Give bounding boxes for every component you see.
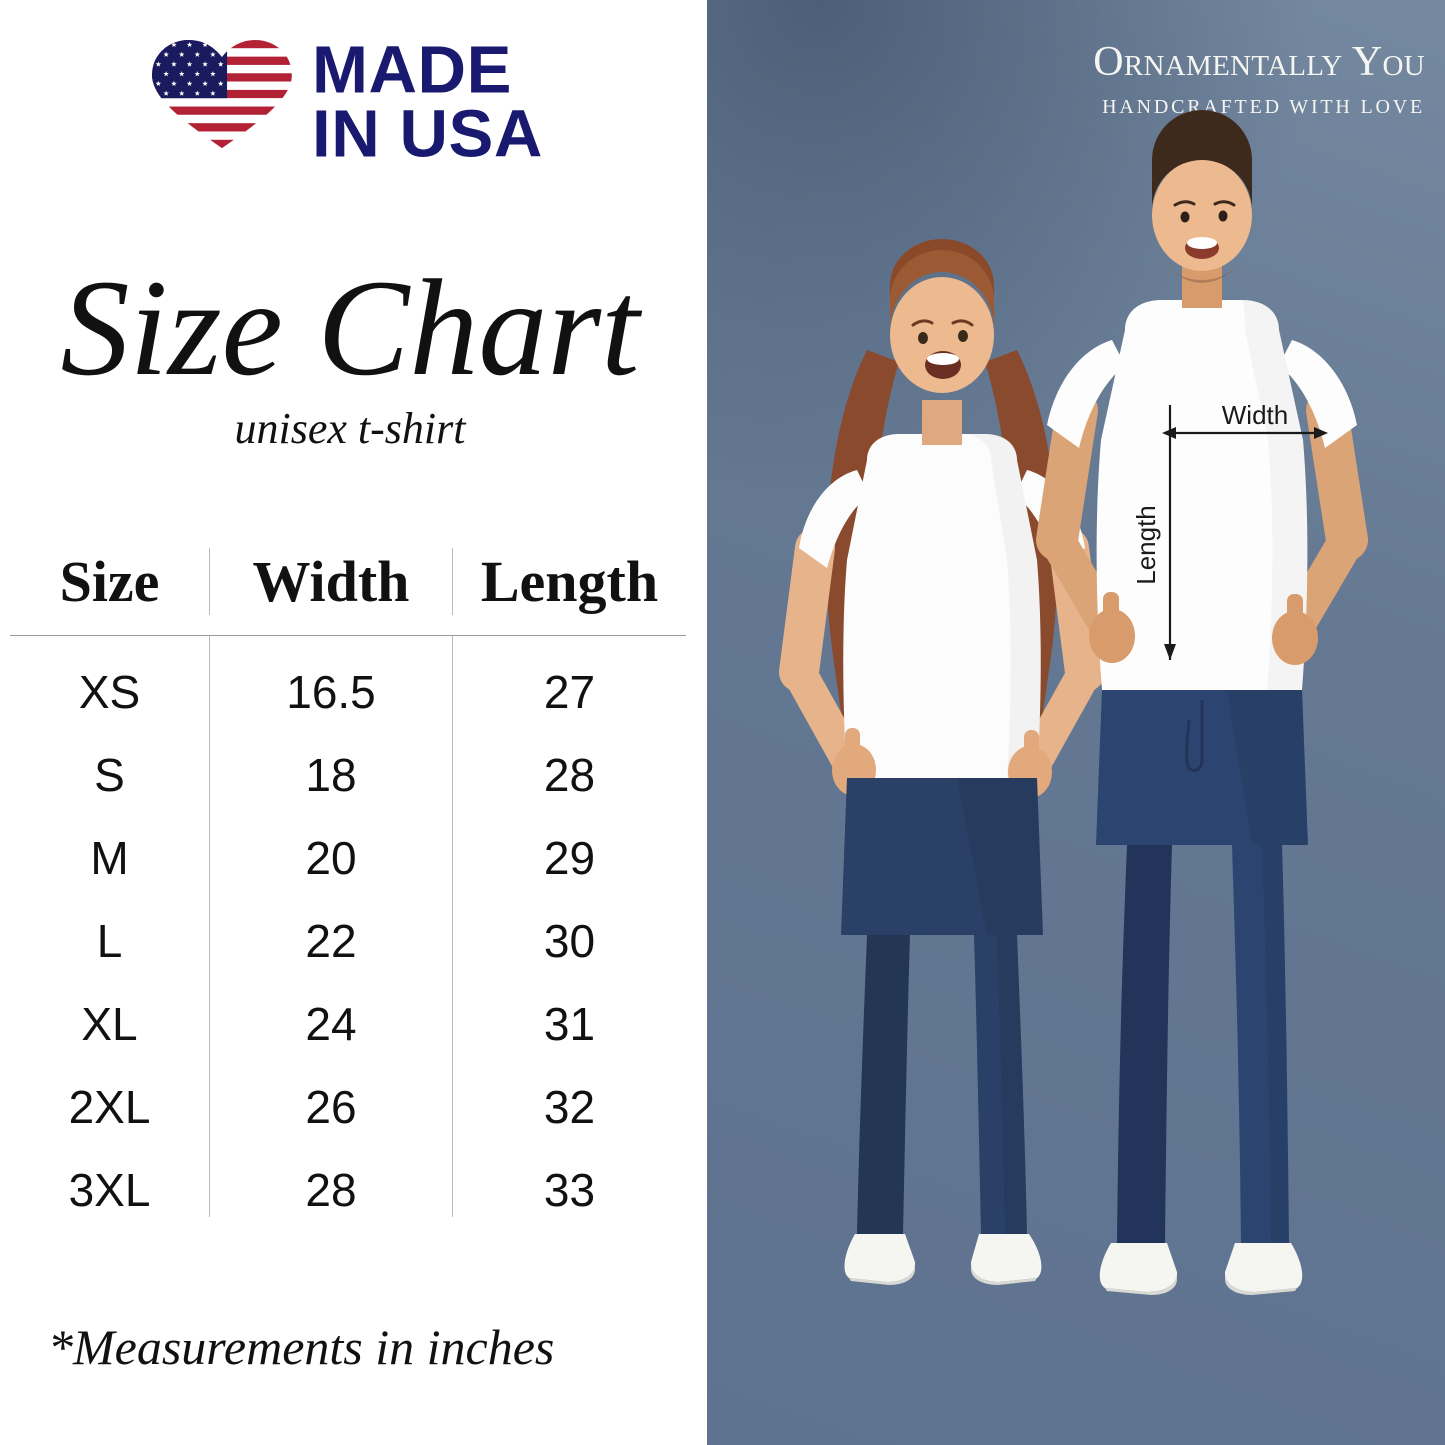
svg-text:Width: Width bbox=[1222, 400, 1288, 430]
svg-text:Length: Length bbox=[1131, 505, 1161, 585]
